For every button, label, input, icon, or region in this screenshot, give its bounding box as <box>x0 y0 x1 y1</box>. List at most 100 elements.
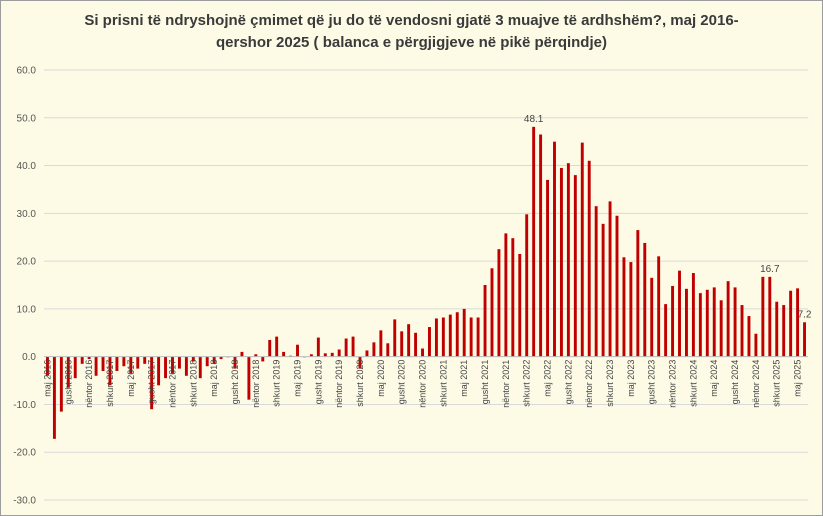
x-tick-label: shkurt 2023 <box>605 360 615 407</box>
bar <box>421 348 424 357</box>
x-tick-label: gusht 2017 <box>147 360 157 405</box>
x-tick-label: maj 2017 <box>126 360 136 397</box>
bar <box>678 270 681 357</box>
bar <box>657 256 661 357</box>
x-tick-label: nëntor 2019 <box>334 360 344 408</box>
bar <box>282 351 286 357</box>
bars <box>46 126 806 439</box>
bar <box>212 356 216 364</box>
bar <box>73 356 77 379</box>
bar <box>80 356 84 364</box>
y-tick-label: 30.0 <box>17 209 37 220</box>
bar <box>622 257 626 357</box>
x-tick-label: nëntor 2024 <box>751 360 761 408</box>
bar <box>219 356 223 360</box>
bar <box>726 281 730 357</box>
bar <box>594 206 598 357</box>
bar <box>316 337 320 357</box>
bar <box>698 293 702 357</box>
bar <box>87 356 91 360</box>
bar <box>789 290 793 357</box>
bar <box>462 308 466 357</box>
data-labels: 48.1 16.7 7.2 <box>524 114 812 320</box>
bar <box>400 331 404 357</box>
x-tick-label: nëntor 2022 <box>584 360 594 408</box>
bar <box>691 273 695 357</box>
bar <box>712 287 716 357</box>
y-tick-label: 0.0 <box>22 352 36 363</box>
bar <box>59 356 63 412</box>
bar <box>198 356 202 379</box>
x-tick-label: nëntor 2023 <box>668 360 678 408</box>
x-tick-label: shkurt 2024 <box>688 360 698 407</box>
bar <box>553 141 556 357</box>
bar <box>573 175 577 357</box>
bar <box>469 317 473 357</box>
bar <box>587 160 591 357</box>
bar <box>379 330 383 357</box>
bar <box>136 356 140 369</box>
bar <box>240 351 244 357</box>
bar <box>733 287 737 357</box>
x-tick-label: maj 2021 <box>459 360 469 397</box>
bar <box>393 319 397 357</box>
x-tick-label: shkurt 2025 <box>772 360 782 407</box>
chart-title: Si prisni të ndryshojnë çmimet që ju do … <box>0 10 823 54</box>
x-tick-label: shkurt 2018 <box>188 360 198 407</box>
x-tick-label: nëntor 2016 <box>84 360 94 408</box>
bar <box>52 356 56 439</box>
y-tick-label: -10.0 <box>13 400 36 411</box>
bar <box>546 179 550 357</box>
bar <box>150 356 154 410</box>
x-tick-label: maj 2018 <box>209 360 219 397</box>
chart-title-line-1: Si prisni të ndryshojnë çmimet që ju do … <box>84 12 739 29</box>
bar <box>740 305 744 357</box>
bar <box>684 288 688 357</box>
bar <box>796 288 800 357</box>
bar <box>754 333 758 357</box>
x-tick-label: gusht 2021 <box>480 360 490 405</box>
bar <box>559 167 563 357</box>
data-label: 48.1 <box>524 114 544 125</box>
x-tick-label: gusht 2023 <box>647 360 657 405</box>
bar <box>643 242 647 357</box>
bar <box>254 354 258 357</box>
bar <box>309 354 313 357</box>
chart-title-line-2: qershor 2025 ( balanca e përgjigjeve në … <box>216 34 607 51</box>
y-tick-label: 60.0 <box>17 66 37 77</box>
bar <box>483 285 487 357</box>
bar <box>122 356 126 367</box>
bar <box>351 336 355 357</box>
bar <box>497 249 501 357</box>
bar <box>455 312 459 357</box>
bar <box>407 324 411 357</box>
y-axis: 60.0 50.0 40.0 30.0 20.0 10.0 0.0 -10.0 -20.0 -30… <box>13 66 36 507</box>
bar <box>177 356 181 369</box>
bar <box>184 356 188 376</box>
x-tick-label: maj 2016 <box>42 360 52 397</box>
bar <box>108 356 112 386</box>
bar <box>448 314 452 357</box>
bar <box>434 318 438 357</box>
bar <box>580 142 584 357</box>
bar <box>803 322 806 357</box>
bar <box>268 339 272 357</box>
bar <box>532 126 536 357</box>
y-tick-label: -20.0 <box>13 448 36 459</box>
x-tick-label: nëntor 2017 <box>167 360 177 408</box>
bar <box>143 356 147 364</box>
bar <box>476 317 480 357</box>
bar <box>46 356 49 376</box>
x-tick-label: gusht 2020 <box>397 360 407 405</box>
bar <box>539 134 543 357</box>
bar <box>775 301 779 357</box>
bar <box>705 289 709 357</box>
bar <box>747 316 751 357</box>
bar <box>761 276 765 357</box>
y-tick-label: 40.0 <box>17 161 37 172</box>
x-tick-label: gusht 2018 <box>230 360 240 405</box>
bar <box>94 356 98 376</box>
bar <box>337 349 341 357</box>
bar <box>247 356 251 400</box>
bar <box>157 356 161 386</box>
